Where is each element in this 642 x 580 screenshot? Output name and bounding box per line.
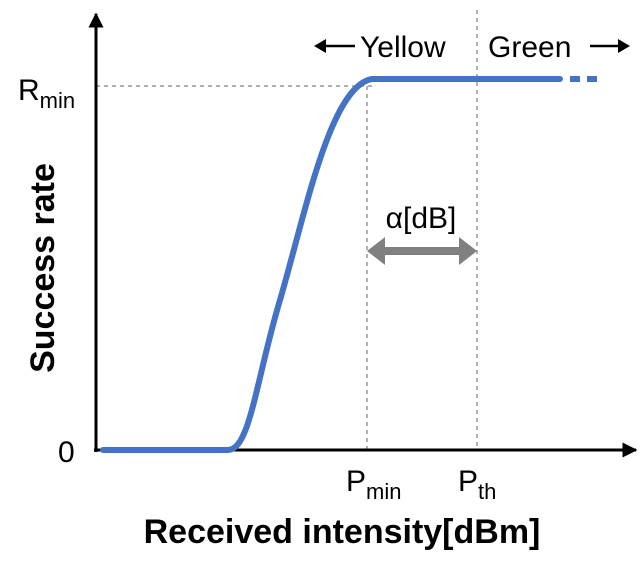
rmin-label: Rmin <box>18 74 75 113</box>
success-rate-curve <box>100 76 563 453</box>
green-region-label: Green <box>488 31 571 64</box>
y-axis-title: Success rate <box>24 163 62 373</box>
x-axis-title: Received intensity[dBm] <box>144 513 541 551</box>
curve-continuation-dash <box>587 76 597 82</box>
y-zero-label: 0 <box>58 436 75 469</box>
margin-arrow-left-head <box>367 237 385 265</box>
margin-arrow-right-head <box>459 237 477 265</box>
margin-label: α[dB] <box>386 202 457 235</box>
yellow-region-label: Yellow <box>360 31 446 64</box>
pth-label: Pth <box>458 465 496 504</box>
green-region-arrow-head <box>618 39 630 53</box>
yellow-region-arrow-head <box>314 39 326 53</box>
curve-continuation-dash <box>570 76 580 82</box>
pmin-label: Pmin <box>346 465 401 504</box>
